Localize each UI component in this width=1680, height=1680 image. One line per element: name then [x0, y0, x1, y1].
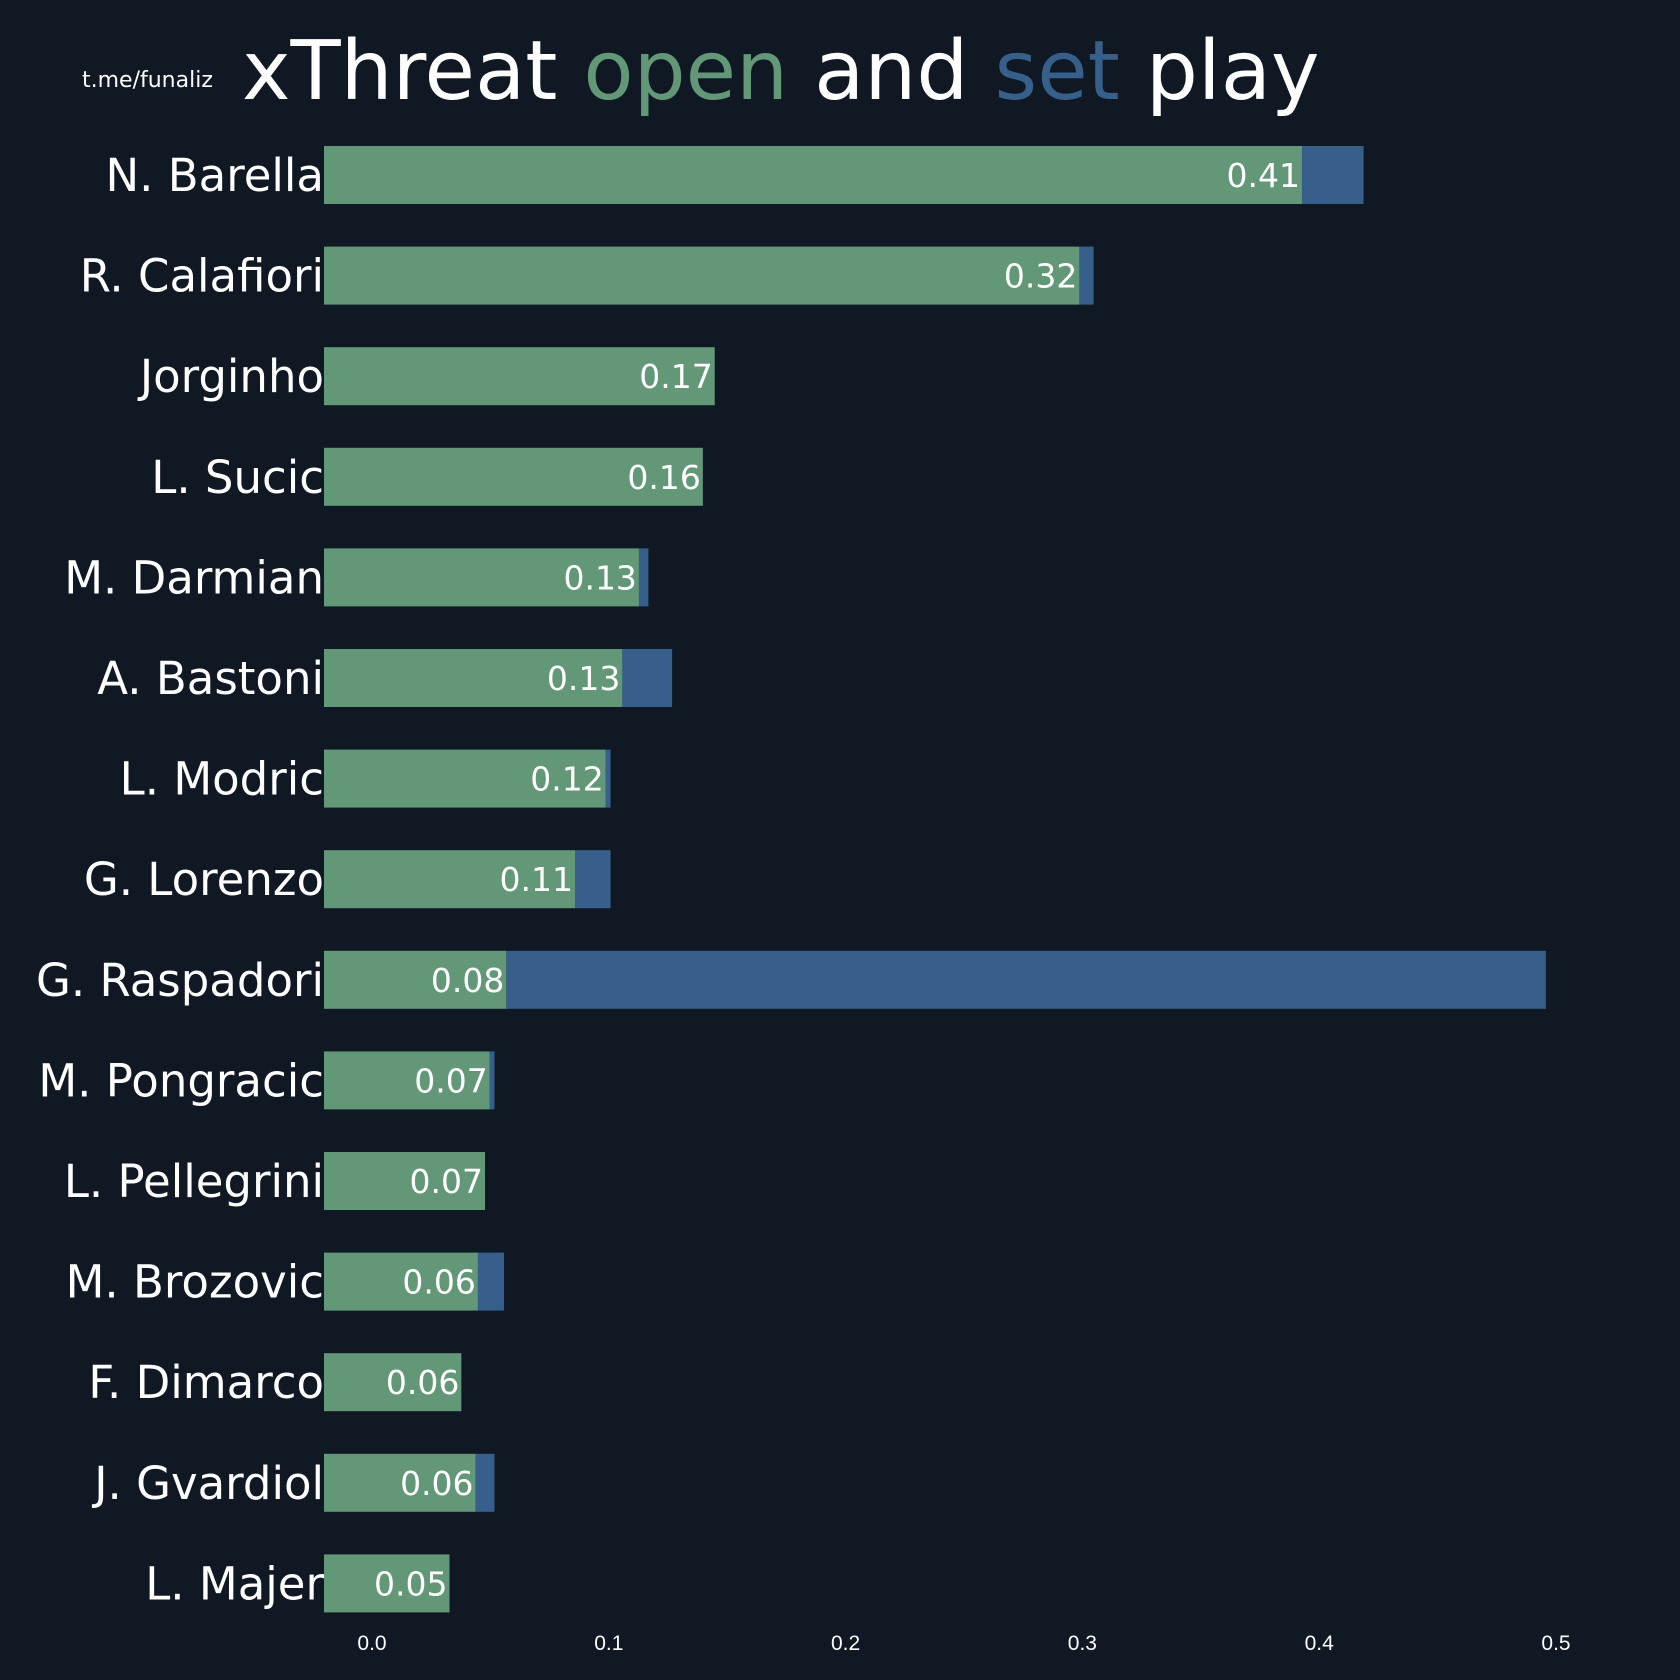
bar-set — [622, 649, 673, 707]
value-label: 0.13 — [563, 558, 636, 597]
title-part-open: open — [583, 24, 789, 119]
bar-open — [324, 1353, 462, 1412]
bar-open — [324, 246, 1080, 305]
watermark: t.me/funaliz — [82, 68, 213, 93]
category-label: L. Majer — [145, 1557, 324, 1610]
x-tick-label: 0.4 — [1305, 1632, 1335, 1655]
value-label: 0.07 — [410, 1162, 483, 1201]
category-label: R. Calafiori — [80, 250, 324, 303]
title-part-xthreat: xThreat — [242, 24, 584, 119]
bar-open — [324, 649, 623, 707]
category-label: Jorginho — [137, 350, 324, 403]
x-tick-label: 0.3 — [1068, 1632, 1097, 1655]
bar-open — [324, 749, 606, 808]
value-label: 0.08 — [431, 961, 504, 1000]
category-label: A. Bastoni — [97, 652, 324, 705]
chart-title: xThreat open and set play — [242, 22, 1319, 122]
x-tick-label: 0.1 — [594, 1632, 623, 1655]
bar-open — [324, 1554, 450, 1613]
x-tick-label: 0.0 — [357, 1632, 386, 1655]
value-label: 0.06 — [400, 1464, 473, 1503]
title-part-and: and — [788, 24, 995, 119]
bar-open — [324, 1152, 486, 1210]
title-part-set: set — [994, 24, 1120, 119]
bar-open — [324, 1051, 490, 1110]
bar-open — [324, 447, 703, 506]
value-label: 0.11 — [500, 860, 573, 899]
bar-open — [324, 1453, 476, 1512]
bar-open — [324, 950, 507, 1009]
x-tick-label: 0.2 — [831, 1632, 860, 1655]
value-label: 0.17 — [639, 357, 712, 396]
value-label: 0.07 — [414, 1061, 487, 1100]
bar-set — [638, 548, 649, 607]
bar-open — [324, 146, 1302, 204]
bar-set — [605, 749, 611, 808]
bar-set — [575, 850, 611, 909]
value-label: 0.13 — [547, 659, 620, 698]
value-label: 0.32 — [1004, 257, 1077, 296]
category-label: M. Brozovic — [66, 1256, 324, 1309]
bar-set — [475, 1453, 495, 1512]
title-part-play: play — [1119, 24, 1320, 119]
category-label: G. Raspadori — [36, 954, 324, 1007]
bar-set — [477, 1252, 504, 1311]
category-label: J. Gvardiol — [91, 1457, 324, 1510]
category-label: G. Lorenzo — [84, 853, 324, 906]
value-label: 0.05 — [374, 1564, 447, 1603]
value-label: 0.06 — [386, 1363, 459, 1402]
value-label: 0.06 — [402, 1263, 475, 1302]
bar-set — [489, 1051, 495, 1110]
value-label: 0.12 — [530, 760, 603, 799]
category-label: F. Dimarco — [88, 1356, 324, 1409]
bar-open — [324, 548, 639, 607]
bar-set — [506, 950, 1546, 1009]
x-tick-label: 0.5 — [1541, 1632, 1570, 1655]
value-label: 0.41 — [1226, 156, 1299, 195]
category-label: N. Barella — [106, 149, 325, 202]
category-label: M. Darmian — [64, 551, 324, 604]
value-label: 0.16 — [627, 458, 700, 497]
category-label: L. Pellegrini — [64, 1155, 324, 1208]
bar-open — [324, 850, 576, 909]
bar-open — [324, 347, 715, 406]
bar-set — [1079, 246, 1094, 305]
category-label: M. Pongracic — [38, 1054, 324, 1107]
category-label: L. Sucic — [151, 451, 324, 504]
bar-set — [1301, 146, 1364, 204]
bar-open — [324, 1252, 478, 1311]
category-label: L. Modric — [120, 753, 324, 806]
